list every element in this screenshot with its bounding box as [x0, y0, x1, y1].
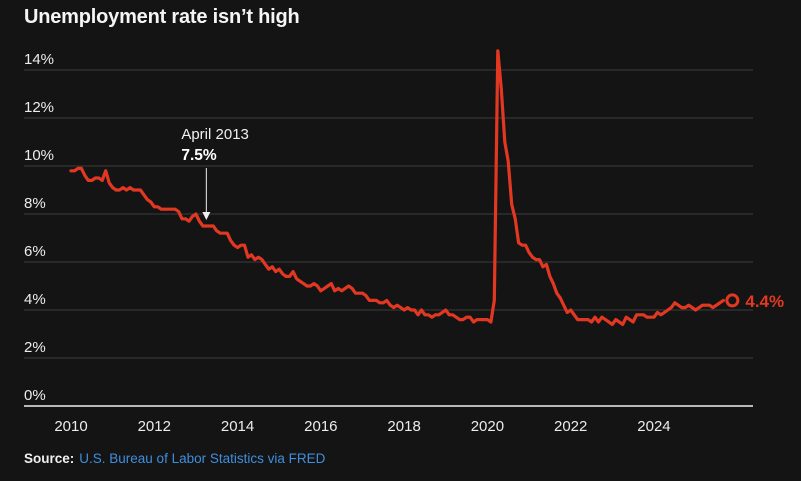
x-axis-label: 2018: [387, 418, 420, 435]
source-link[interactable]: U.S. Bureau of Labor Statistics via FRED: [79, 451, 326, 466]
x-axis-label: 2024: [637, 418, 670, 435]
y-axis-label: 12%: [24, 99, 54, 116]
x-axis-label: 2016: [304, 418, 337, 435]
x-axis-label: 2010: [54, 418, 87, 435]
unemployment-series-line: [69, 49, 726, 326]
x-axis-labels: 2010 2012 2014 2016 2018 2020 2022 2024: [54, 418, 670, 435]
annotation-arrowhead-icon: [202, 212, 211, 220]
y-axis-label: 2%: [24, 339, 46, 356]
annotation-value-text: 7.5%: [181, 147, 217, 164]
source-label: Source:: [24, 451, 75, 466]
latest-value-marker: [725, 293, 740, 308]
x-axis-label: 2020: [471, 418, 504, 435]
y-axis-label: 0%: [24, 387, 46, 404]
x-axis-label: 2012: [138, 418, 171, 435]
y-axis-label: 10%: [24, 147, 54, 164]
source-line: Source: U.S. Bureau of Labor Statistics v…: [24, 451, 325, 466]
annotation-april-2013: April 2013 7.5%: [181, 126, 249, 220]
x-axis-label: 2014: [221, 418, 254, 435]
y-axis-labels: 14% 12% 10% 8% 6% 4% 2% 0%: [24, 51, 54, 404]
y-axis-label: 4%: [24, 291, 46, 308]
annotation-date-text: April 2013: [181, 126, 249, 143]
latest-value-label: 4.4%: [745, 292, 784, 311]
gridlines: [24, 69, 753, 407]
y-axis-label: 14%: [24, 51, 54, 68]
y-axis-label: 8%: [24, 195, 46, 212]
y-axis-label: 6%: [24, 243, 46, 260]
chart-title: Unemployment rate isn’t high: [24, 6, 300, 28]
x-axis-label: 2022: [554, 418, 587, 435]
